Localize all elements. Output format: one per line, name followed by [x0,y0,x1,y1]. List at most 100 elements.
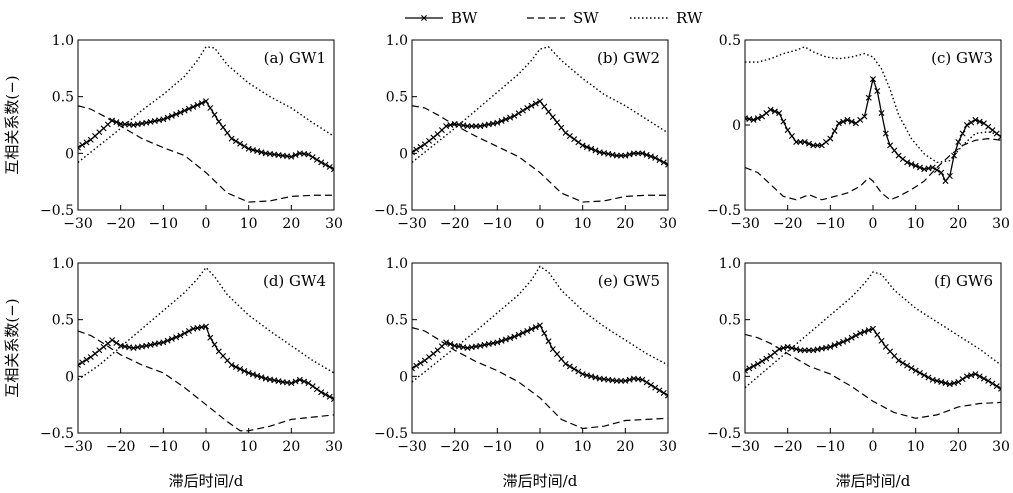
data-point-bw [904,362,911,369]
data-point-bw [100,343,107,350]
x-tick-label: −30 [730,216,760,232]
series-line-bw [745,76,1001,183]
data-point-bw [895,357,902,364]
y-tick-label: 1.0 [719,256,741,272]
data-point-bw [185,105,192,112]
data-point-bw [318,159,325,166]
data-point-bw [639,376,646,383]
data-point-bw [878,337,885,344]
data-point-bw [754,360,761,367]
data-point-bw [985,377,992,384]
data-point-bw [891,352,898,359]
data-point-bw [198,100,205,107]
data-point-bw [588,373,595,380]
data-point-bw [575,368,582,375]
x-tick-label: −30 [397,216,427,232]
data-point-bw [83,356,90,363]
panel-1: −30 −20 −10 0 10 20 30 −0.5 0 0.5 1.0 (a) GW1 [40,33,343,232]
data-point-bw [190,103,197,110]
data-point-bw [925,374,932,381]
x-tick-label: 20 [616,216,634,232]
data-point-bw [647,153,654,160]
data-point-bw [417,360,424,367]
legend: BW SW RW [405,9,703,27]
data-point-bw [652,154,659,161]
data-point-bw [946,381,953,388]
data-point-bw [916,369,923,376]
data-point-bw [168,112,175,119]
data-point-bw [220,352,227,359]
data-point-bw [745,367,748,374]
legend-marker-bw [421,15,427,21]
data-point-bw [528,326,535,333]
x-tick-label: 10 [907,216,925,232]
x-tick-label: 10 [574,439,592,455]
data-point-bw [763,355,770,362]
data-point-bw [963,373,970,380]
data-point-bw [840,118,847,125]
x-tick-label: 20 [949,216,967,232]
data-point-bw [164,337,171,344]
y-tick-label: 0.5 [719,33,741,49]
data-point-bw [895,152,902,159]
data-point-bw [494,119,501,126]
data-point-bw [750,116,757,123]
data-point-bw [532,100,539,107]
data-point-bw [942,380,949,387]
data-point-bw [767,106,774,113]
data-point-bw [545,338,552,345]
series-line-rw [78,46,334,163]
data-point-bw [254,372,261,379]
data-point-bw [771,349,778,356]
data-point-bw [665,161,668,168]
data-point-bw [173,334,180,341]
data-point-bw [874,331,881,338]
data-point-bw [776,110,783,117]
data-point-bw [882,343,889,350]
data-point-bw [185,328,192,334]
data-point-bw [288,153,295,160]
data-point-bw [934,167,940,174]
data-point-bw [443,123,450,130]
x-axis-label: 滞后时间/d [836,472,911,490]
data-point-bw [326,393,333,400]
x-tick-label: −10 [149,439,179,455]
data-point-bw [767,352,774,359]
data-point-bw [571,365,578,372]
data-point-bw [254,148,261,155]
data-point-bw [232,363,239,370]
panel-4: −30 −20 −10 0 10 20 30 −0.5 0 0.5 1.0 (d) GW4 [40,256,343,455]
data-point-bw [810,142,817,149]
data-point-bw [532,324,539,331]
data-point-bw [566,133,573,140]
x-tick-label: 30 [325,216,343,232]
data-point-bw [592,147,599,154]
data-point-bw [643,379,650,386]
data-point-bw [848,334,855,341]
data-point-bw [421,141,428,148]
data-point-bw [511,333,518,340]
data-point-bw [630,150,637,157]
x-tick-label: −10 [816,439,846,455]
data-point-bw [322,161,329,168]
data-point-bw [313,156,320,163]
data-point-bw [177,332,184,339]
data-point-bw [571,136,578,143]
data-point-bw [929,164,936,171]
data-point-bw [207,334,214,341]
data-point-bw [801,139,808,145]
data-point-bw [249,371,256,378]
data-point-bw [545,108,552,115]
data-point-bw [541,103,548,110]
x-tick-label: 10 [574,216,592,232]
data-point-bw [181,330,188,337]
data-point-bw [968,119,975,126]
data-point-bw [823,139,830,145]
data-point-bw [652,384,659,391]
data-point-bw [938,379,945,385]
data-point-bw [626,376,633,383]
data-point-bw [618,152,625,159]
data-point-bw [309,383,316,390]
data-point-bw [759,358,766,365]
data-point-bw [549,114,556,121]
